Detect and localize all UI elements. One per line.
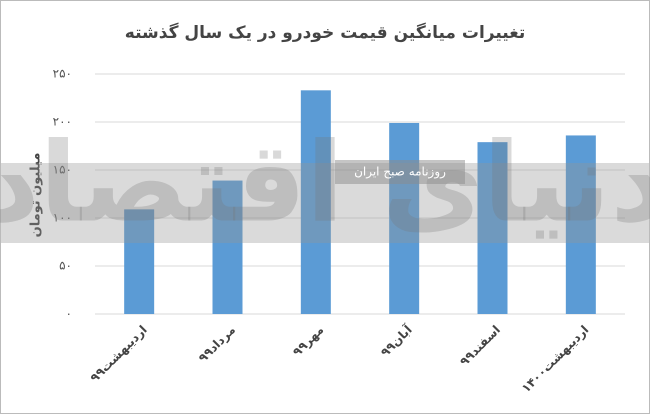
watermark-band [1, 163, 649, 243]
bar [389, 122, 420, 315]
bar [565, 135, 596, 314]
watermark-subtitle: روزنامه صبح ایران [354, 165, 446, 180]
bar [124, 209, 155, 314]
chart-title: تغییرات میانگین قیمت خودرو در یک سال گذش… [125, 22, 525, 43]
y-tick-label: ۲۰۰ [53, 115, 72, 129]
y-tick-label: ۱۰۰ [53, 211, 72, 225]
bar [212, 180, 243, 314]
watermark: دنیای اقتصاد [0, 118, 650, 246]
y-tick-label: ۵۰ [59, 259, 72, 273]
y-tick-label: ۱۵۰ [53, 163, 72, 177]
bar [300, 90, 331, 314]
bar [477, 142, 508, 314]
watermark-tag-box [335, 160, 465, 184]
y-tick-label: ۰ [66, 307, 72, 321]
y-tick-label: ۲۵۰ [53, 67, 72, 81]
y-axis-label: میلیون تومان [29, 153, 44, 238]
